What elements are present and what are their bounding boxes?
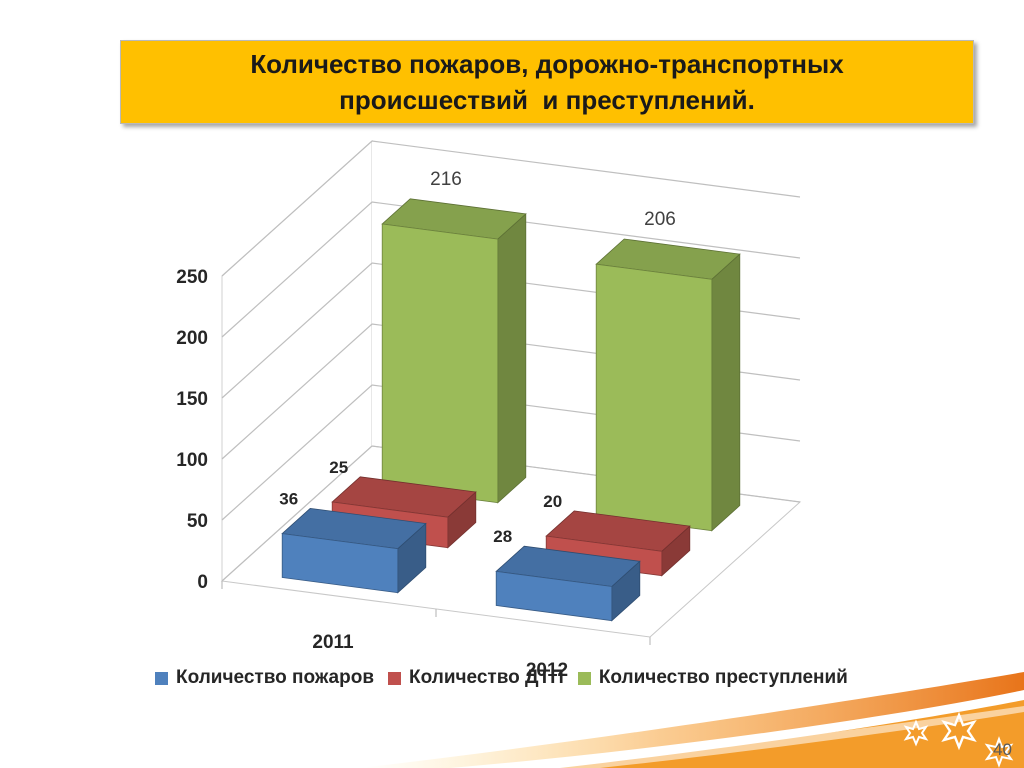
- data-label: 206: [644, 209, 676, 230]
- star-burst-icon: [984, 736, 1014, 768]
- title-banner: Количество пожаров, дорожно-транспортных…: [120, 40, 974, 124]
- legend-swatch-accidents: [388, 671, 402, 685]
- corner-swoosh-band: [560, 700, 1024, 768]
- legend-label-crimes: Количество преступлений: [598, 667, 848, 688]
- y-tick-label: 150: [176, 389, 208, 410]
- data-label: 20: [543, 492, 562, 511]
- data-label: 216: [430, 169, 462, 190]
- legend-item-accidents: Количество ДТП: [388, 667, 564, 689]
- legend-swatch-crimes: [577, 671, 591, 685]
- legend-item-crimes: Количество преступлений: [577, 667, 848, 689]
- y-tick-label: 100: [176, 450, 208, 471]
- legend-swatch-fires: [155, 671, 168, 685]
- y-tick-label: 0: [197, 572, 208, 593]
- x-tick-label: 2012: [526, 660, 568, 681]
- data-label: 28: [493, 527, 512, 546]
- y-tick-label: 50: [187, 511, 208, 532]
- bar: [281, 533, 399, 594]
- legend-label-fires: Количество пожаров: [176, 667, 375, 688]
- x-tick-label: 2011: [312, 632, 354, 653]
- y-tick-label: 200: [176, 328, 208, 349]
- title-line-2: происшествий и преступлений.: [339, 85, 755, 115]
- y-tick-label: 250: [176, 267, 208, 288]
- star-burst-icon: [941, 711, 977, 751]
- legend-item-fires: Количество пожаров: [155, 667, 374, 689]
- page-number: 40: [993, 740, 1012, 759]
- gridline: [221, 201, 801, 338]
- legend-label-accidents: Количество ДТП: [409, 667, 564, 688]
- title-line-1: Количество пожаров, дорожно-транспортных: [250, 49, 844, 79]
- data-label: 36: [279, 489, 298, 508]
- data-label: 25: [329, 458, 348, 477]
- star-burst-icon: [903, 719, 929, 747]
- bar: [495, 570, 613, 622]
- chart-legend: Количество пожаров Количество ДТП Количе…: [155, 667, 848, 689]
- gridline: [221, 140, 801, 277]
